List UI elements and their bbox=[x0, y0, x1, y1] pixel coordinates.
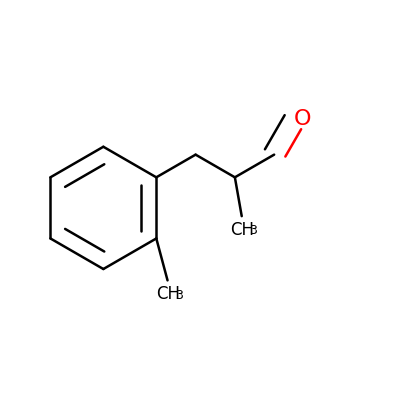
Text: O: O bbox=[294, 108, 311, 128]
Text: 3: 3 bbox=[249, 224, 257, 238]
Text: CH: CH bbox=[156, 285, 180, 303]
Text: 3: 3 bbox=[175, 289, 182, 302]
Text: CH: CH bbox=[230, 221, 254, 239]
